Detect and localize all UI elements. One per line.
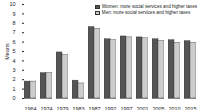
svg-text:1964: 1964 [24,106,36,110]
svg-text:9: 9 [12,11,15,17]
svg-text:10: 10 [9,1,15,7]
svg-text:2: 2 [12,76,15,82]
svg-text:1992: 1992 [104,106,116,110]
svg-text:1987: 1987 [88,106,100,110]
svg-text:4: 4 [12,58,15,64]
svg-text:8: 8 [12,20,15,26]
svg-text:5: 5 [12,48,15,54]
html-text:Men: more social services and: Men: more social services and higher tax… [101,10,191,15]
svg-text:7: 7 [12,29,15,35]
svg-text:0: 0 [12,95,15,101]
svg-text:1979: 1979 [56,106,68,110]
svg-text:2015: 2015 [184,106,196,110]
svg-text:2001: 2001 [136,106,148,110]
svg-text:3: 3 [12,67,15,73]
html-text:Women: more social services an: Women: more social services and higher t… [101,4,197,9]
svg-text:Means: Means [4,43,10,60]
svg-text:2005: 2005 [152,106,164,110]
svg-text:2010: 2010 [168,106,180,110]
svg-text:6: 6 [12,39,15,45]
svg-text:1974: 1974 [40,106,52,110]
svg-text:1983: 1983 [72,106,84,110]
svg-text:1997: 1997 [120,106,132,110]
svg-text:1: 1 [12,86,15,92]
